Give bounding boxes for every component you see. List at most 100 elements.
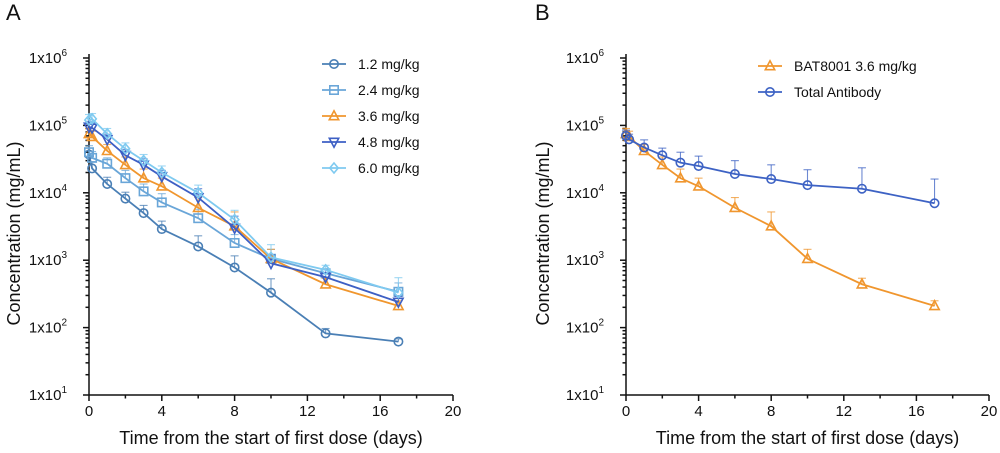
y-tick-label: 1x102	[566, 318, 605, 337]
x-axis-title: Time from the start of first dose (days)	[119, 428, 422, 448]
series-line	[88, 151, 399, 293]
data-point	[193, 241, 204, 252]
legend-label: 1.2 mg/kg	[358, 56, 419, 72]
y-tick-exponent: 1	[598, 385, 604, 396]
legend-entry: 6.0 mg/kg	[322, 160, 419, 176]
y-tick-label: 1x103	[29, 250, 68, 269]
legend-label: 4.8 mg/kg	[358, 134, 419, 150]
y-tick-exponent: 6	[598, 48, 604, 59]
data-point	[855, 277, 868, 289]
data-point	[319, 277, 332, 289]
y-tick-base: 1x10	[29, 387, 62, 404]
series-3	[82, 126, 405, 311]
legend-marker	[328, 161, 340, 175]
data-point	[729, 169, 740, 180]
y-tick-exponent: 3	[61, 250, 67, 261]
panel-letter: A	[6, 0, 21, 25]
legend-entry: 3.6 mg/kg	[322, 108, 419, 124]
data-point	[765, 219, 778, 231]
series-line	[88, 154, 399, 343]
y-tick-label: 1x105	[566, 115, 605, 134]
y-tick-label: 1x102	[29, 318, 68, 337]
legend-marker	[328, 85, 339, 96]
y-tick-exponent: 4	[61, 183, 67, 194]
series-1	[619, 126, 941, 311]
data-point	[86, 129, 99, 142]
data-point	[138, 208, 149, 219]
y-tick-exponent: 3	[598, 250, 604, 261]
y-tick-base: 1x10	[29, 117, 62, 134]
legend-label: Total Antibody	[794, 84, 881, 100]
y-tick-base: 1x10	[566, 50, 599, 67]
data-point	[674, 171, 687, 183]
legend-label: 6.0 mg/kg	[358, 160, 419, 176]
data-point	[83, 113, 95, 127]
data-point	[192, 200, 205, 213]
data-point	[692, 179, 705, 191]
x-tick-label: 8	[230, 403, 238, 420]
data-point	[192, 186, 204, 200]
data-point	[802, 180, 813, 191]
data-point	[320, 263, 331, 277]
y-tick-base: 1x10	[29, 50, 62, 67]
legend-marker	[327, 109, 341, 121]
data-point	[120, 193, 131, 204]
data-point	[101, 127, 113, 141]
x-tick-label: 4	[158, 403, 166, 420]
chart-panel-b: B0 4 8 12 16 201x1011x1021x1031x1041x1051x106…	[533, 0, 997, 448]
data-point	[101, 143, 114, 156]
data-point	[392, 298, 405, 311]
y-tick-label: 1x101	[29, 385, 68, 404]
x-tick-label: 0	[85, 403, 93, 420]
x-tick-label: 8	[767, 403, 775, 420]
data-point	[393, 286, 404, 299]
x-tick-label: 16	[908, 403, 925, 420]
y-tick-base: 1x10	[29, 185, 62, 202]
series-2	[620, 129, 940, 209]
y-tick-exponent: 5	[61, 115, 67, 126]
data-point	[156, 197, 167, 208]
data-point	[693, 160, 704, 171]
legend-entry: BAT8001 3.6 mg/kg	[758, 58, 917, 74]
chart-panel-a: A0 4 8 12 16 201x1011x1021x1031x1041x1051x106…	[4, 0, 461, 448]
data-point	[656, 157, 669, 170]
y-tick-exponent: 2	[598, 318, 604, 329]
data-point	[138, 154, 149, 167]
series-line	[88, 126, 399, 303]
data-point	[137, 171, 150, 183]
data-point	[265, 251, 277, 264]
data-point	[87, 152, 98, 163]
data-point	[120, 142, 131, 156]
y-tick-base: 1x10	[566, 252, 599, 269]
x-tick-label: 12	[299, 403, 316, 420]
legend-entry: Total Antibody	[758, 84, 881, 100]
data-point	[138, 186, 149, 197]
y-tick-base: 1x10	[566, 117, 599, 134]
y-tick-base: 1x10	[566, 185, 599, 202]
data-point	[102, 179, 113, 190]
data-point	[119, 157, 132, 170]
y-tick-base: 1x10	[566, 320, 599, 337]
legend-entry: 2.4 mg/kg	[322, 82, 419, 98]
data-point	[155, 179, 168, 191]
y-tick-label: 1x104	[29, 183, 68, 202]
y-tick-exponent: 1	[61, 385, 67, 396]
data-point	[319, 272, 332, 285]
data-point	[801, 251, 814, 264]
data-point	[856, 183, 867, 194]
data-point	[393, 336, 404, 347]
y-tick-label: 1x106	[566, 48, 605, 67]
data-point	[929, 198, 940, 209]
y-tick-label: 1x105	[29, 115, 68, 134]
data-point	[320, 328, 331, 339]
x-tick-label: 16	[372, 403, 389, 420]
data-point	[639, 142, 650, 153]
data-point	[624, 134, 635, 145]
data-point	[229, 262, 240, 273]
y-tick-label: 1x104	[566, 183, 605, 202]
data-point	[229, 237, 240, 248]
y-tick-exponent: 5	[598, 115, 604, 126]
y-tick-exponent: 6	[61, 48, 67, 59]
legend-marker	[764, 87, 775, 98]
